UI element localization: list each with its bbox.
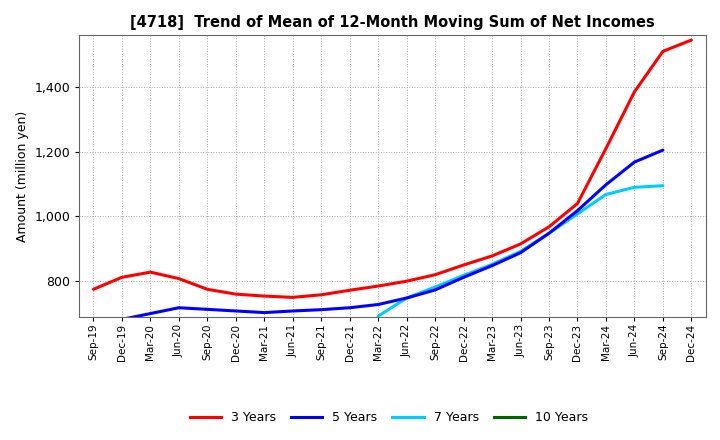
Y-axis label: Amount (million yen): Amount (million yen): [16, 110, 29, 242]
Title: [4718]  Trend of Mean of 12-Month Moving Sum of Net Incomes: [4718] Trend of Mean of 12-Month Moving …: [130, 15, 654, 30]
Legend: 3 Years, 5 Years, 7 Years, 10 Years: 3 Years, 5 Years, 7 Years, 10 Years: [184, 407, 593, 429]
